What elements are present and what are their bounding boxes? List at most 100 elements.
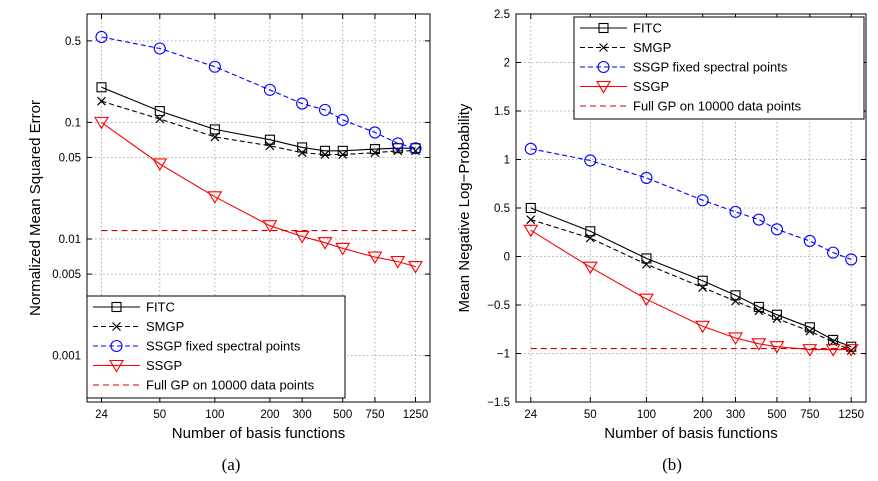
- y-tick-label-b-4: 0.5: [494, 203, 510, 215]
- data-point-b-ssgp-9: [843, 344, 859, 357]
- y-tick-label-a-2: 0.01: [59, 234, 81, 246]
- data-point-a-smgp-3: [265, 141, 275, 151]
- x-tick-label-b-4: 300: [726, 409, 745, 421]
- series-line-a-fitc: [101, 86, 416, 152]
- data-point-a-ssgp-fixed-spectral-points-9: [409, 142, 422, 155]
- data-point-b-smgp-3: [698, 283, 708, 292]
- data-point-b-fitc-3: [697, 275, 708, 286]
- legend-b: FITC SMGP SSGP fixed spectral points SSGP Fu…: [573, 16, 865, 120]
- x-axis-label-a: Number of basis functions: [172, 425, 345, 442]
- legend-box-a: [86, 295, 346, 399]
- legend-marker-a-0: [111, 301, 122, 313]
- data-point-b-smgp-5: [754, 306, 764, 316]
- chart-panel-a: 24 50 100 200 300 500 750 1250 0.001 0.005 0.01 0.0…: [27, 13, 431, 442]
- data-point-b-ssgp-fixed-spectral-points-3: [696, 194, 709, 207]
- data-point-a-ssgp-fixed-spectral-points-5: [318, 103, 332, 116]
- data-point-b-smgp-6: [772, 314, 782, 324]
- x-tick-label-b-6: 750: [800, 409, 819, 421]
- data-point-a-ssgp-8: [390, 256, 406, 269]
- x-tick-label-a-3: 200: [260, 409, 279, 421]
- data-point-b-ssgp-fixed-spectral-points-1: [584, 154, 597, 167]
- data-point-a-ssgp-5: [317, 237, 333, 250]
- y-tick-label-a-5: 0.5: [65, 36, 81, 48]
- data-point-b-ssgp-2: [639, 293, 654, 307]
- data-point-a-ssgp-fixed-spectral-points-3: [263, 83, 276, 96]
- legend-label-b-4: Full GP on 10000 data points: [633, 99, 802, 114]
- y-axis-label-b: Mean Negative Log−Probability: [456, 103, 473, 312]
- data-point-b-smgp-0: [526, 215, 536, 225]
- data-point-b-ssgp-8: [825, 344, 841, 357]
- legend-label-b-0: FITC: [633, 21, 662, 36]
- x-tick-label-a-4: 300: [293, 409, 312, 421]
- y-tick-label-a-4: 0.1: [65, 117, 81, 129]
- y-tick-label-b-6: 1.5: [494, 106, 510, 118]
- data-point-b-fitc-4: [730, 290, 741, 301]
- data-point-b-smgp-7: [805, 326, 815, 336]
- data-point-a-ssgp-4: [294, 230, 310, 244]
- data-point-b-ssgp-fixed-spectral-points-5: [752, 213, 765, 226]
- series-line-b-fitc: [530, 207, 852, 348]
- x-tick-label-b-1: 50: [584, 409, 597, 421]
- x-tick-label-b-7: 1250: [838, 409, 864, 421]
- legend-label-a-1: SMGP: [146, 319, 184, 334]
- legend-label-b-2: SSGP fixed spectral points: [633, 60, 788, 75]
- series-line-a-ssgp: [101, 121, 416, 268]
- x-tick-label-b-5: 500: [767, 409, 786, 421]
- data-point-a-smgp-0: [97, 96, 106, 106]
- data-point-a-ssgp-fixed-spectral-points-1: [153, 42, 166, 55]
- data-point-a-ssgp-1: [152, 158, 168, 172]
- data-point-b-fitc-1: [585, 226, 596, 237]
- data-point-a-fitc-1: [154, 106, 165, 117]
- y-tick-label-b-1: −1: [497, 349, 510, 361]
- legend-marker-a-1: [112, 322, 121, 331]
- x-tick-label-a-7: 1250: [403, 409, 429, 421]
- data-point-a-ssgp-fixed-spectral-points-0: [95, 30, 108, 44]
- legend-label-a-4: Full GP on 10000 data points: [146, 378, 315, 393]
- series-b-smgp: [526, 215, 856, 356]
- data-point-a-ssgp-9: [408, 261, 423, 274]
- legend-label-b-3: SSGP: [633, 79, 669, 94]
- data-point-b-smgp-4: [731, 296, 740, 306]
- data-point-a-fitc-3: [264, 134, 275, 145]
- panel-a-label: (a): [222, 455, 241, 474]
- axes-frame-a: [86, 13, 431, 403]
- x-tick-label-a-2: 100: [205, 409, 224, 421]
- data-point-b-ssgp-3: [695, 320, 711, 334]
- chart-panel-b: 24 50 100 200 300 500 750 1250 −1.5 −1 −0.5 0 0.5 1 1.…: [456, 9, 867, 442]
- series-line-b-smgp: [530, 219, 852, 352]
- y-axis-label-a: Normalized Mean Squared Error: [27, 100, 44, 316]
- data-point-a-smgp-4: [297, 148, 307, 158]
- x-tick-label-b-3: 200: [693, 409, 712, 421]
- y-tick-label-a-3: 0.05: [59, 152, 81, 164]
- data-point-a-ssgp-fixed-spectral-points-8: [391, 137, 404, 150]
- x-tick-label-a-5: 500: [333, 409, 352, 421]
- x-tick-label-a-1: 50: [153, 409, 166, 421]
- y-tick-label-b-8: 2.5: [494, 9, 510, 21]
- y-tick-label-b-3: 0: [504, 252, 510, 264]
- y-tick-label-b-0: −1.5: [487, 397, 510, 409]
- data-point-b-smgp-9: [846, 346, 856, 356]
- data-point-b-ssgp-7: [802, 344, 818, 357]
- data-point-b-ssgp-fixed-spectral-points-6: [770, 223, 783, 236]
- data-point-b-fitc-0: [525, 202, 536, 214]
- data-point-b-fitc-2: [641, 253, 652, 264]
- y-tick-label-b-7: 2: [504, 58, 510, 70]
- data-point-a-smgp-6: [338, 150, 348, 159]
- legend-box-b: [573, 16, 865, 120]
- series-line-a-smgp: [101, 100, 416, 156]
- y-tick-label-a-0: 0.001: [52, 351, 81, 363]
- data-point-b-ssgp-fixed-spectral-points-8: [827, 246, 840, 259]
- data-point-a-ssgp-fixed-spectral-points-4: [296, 97, 309, 110]
- legend-label-a-3: SSGP: [146, 358, 182, 373]
- data-point-b-ssgp-fixed-spectral-points-0: [524, 142, 537, 155]
- legend-label-a-0: FITC: [146, 300, 175, 315]
- x-tick-label-a-6: 750: [365, 409, 384, 421]
- legend-label-b-1: SMGP: [633, 40, 671, 55]
- data-point-a-ssgp-7: [367, 251, 383, 265]
- y-tick-label-b-5: 1: [504, 155, 510, 167]
- data-point-b-ssgp-fixed-spectral-points-7: [803, 234, 816, 248]
- x-axis-label-b: Number of basis functions: [604, 425, 777, 442]
- data-point-a-smgp-1: [155, 114, 165, 124]
- data-point-b-smgp-1: [585, 233, 595, 243]
